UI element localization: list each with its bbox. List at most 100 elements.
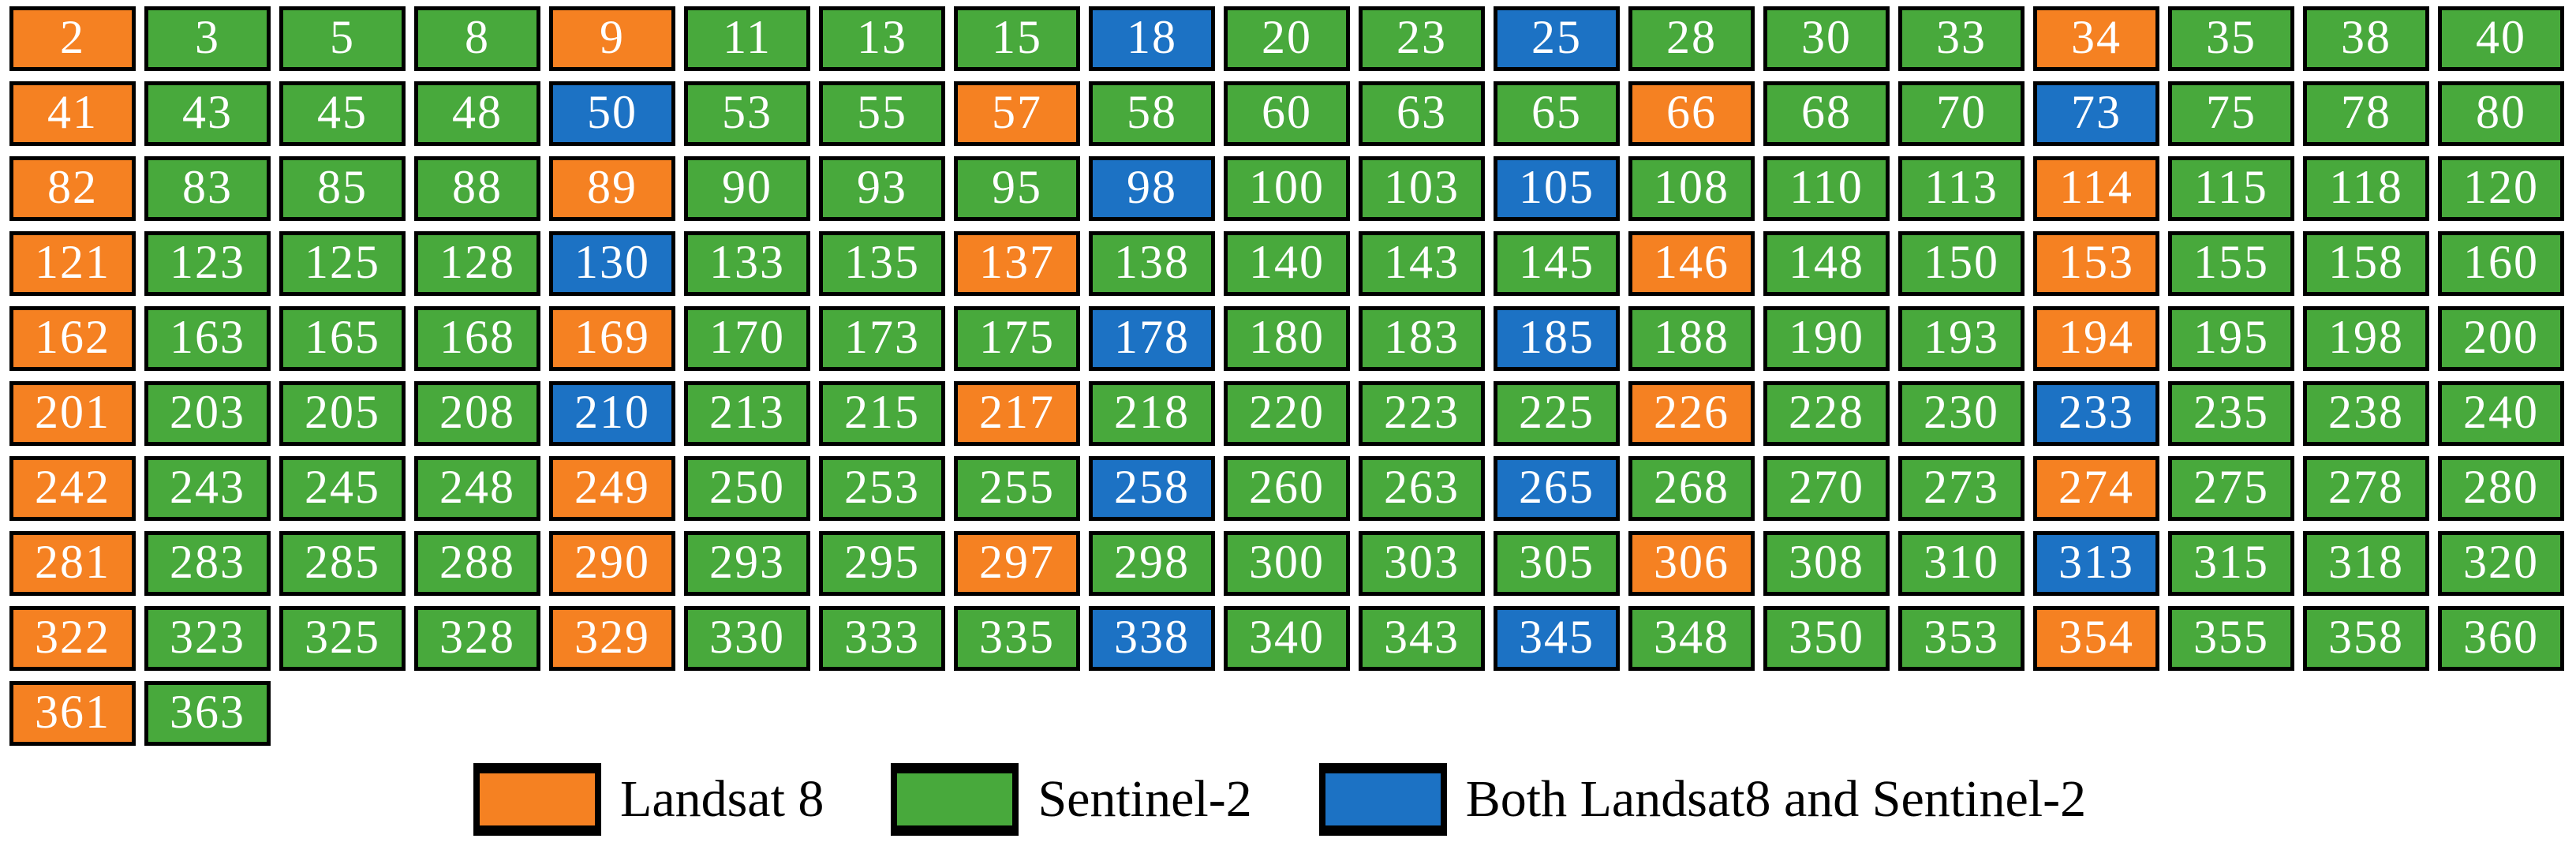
day-cell-217: 217 — [954, 381, 1080, 446]
day-cell-258: 258 — [1089, 456, 1215, 521]
day-cell-89: 89 — [549, 156, 675, 221]
legend-swatch-B — [1318, 763, 1447, 836]
day-cell-140: 140 — [1224, 231, 1350, 296]
day-cell-355: 355 — [2168, 606, 2294, 671]
day-cell-268: 268 — [1628, 456, 1755, 521]
day-cell-40: 40 — [2438, 6, 2564, 71]
day-cell-305: 305 — [1494, 531, 1620, 596]
day-cell-297: 297 — [954, 531, 1080, 596]
day-cell-235: 235 — [2168, 381, 2294, 446]
day-cell-5: 5 — [279, 6, 406, 71]
day-cell-20: 20 — [1224, 6, 1350, 71]
day-cell-100: 100 — [1224, 156, 1350, 221]
day-cell-330: 330 — [684, 606, 810, 671]
day-cell-110: 110 — [1763, 156, 1890, 221]
day-cell-240: 240 — [2438, 381, 2564, 446]
day-cell-253: 253 — [819, 456, 945, 521]
day-cell-275: 275 — [2168, 456, 2294, 521]
day-cell-310: 310 — [1898, 531, 2025, 596]
day-cell-354: 354 — [2033, 606, 2159, 671]
day-cell-138: 138 — [1089, 231, 1215, 296]
day-cell-250: 250 — [684, 456, 810, 521]
day-cell-233: 233 — [2033, 381, 2159, 446]
day-cell-290: 290 — [549, 531, 675, 596]
day-cell-226: 226 — [1628, 381, 1755, 446]
day-cell-223: 223 — [1359, 381, 1485, 446]
grid-row: 121 123 125 128 130 133 135 137 138 140 143 145 146 1… — [9, 231, 2576, 296]
day-cell-248: 248 — [414, 456, 540, 521]
day-cell-263: 263 — [1359, 456, 1485, 521]
day-cell-201: 201 — [9, 381, 136, 446]
grid-row: 242 243 245 248 249 250 253 255 258 260 263 265 268 2… — [9, 456, 2576, 521]
day-cell-273: 273 — [1898, 456, 2025, 521]
day-cell-213: 213 — [684, 381, 810, 446]
day-cell-63: 63 — [1359, 81, 1485, 146]
day-cell-180: 180 — [1224, 306, 1350, 371]
day-cell-318: 318 — [2303, 531, 2429, 596]
day-cell-303: 303 — [1359, 531, 1485, 596]
day-cell-169: 169 — [549, 306, 675, 371]
day-cell-120: 120 — [2438, 156, 2564, 221]
day-cell-9: 9 — [549, 6, 675, 71]
day-cell-68: 68 — [1763, 81, 1890, 146]
day-cell-2: 2 — [9, 6, 136, 71]
day-cell-325: 325 — [279, 606, 406, 671]
day-cell-160: 160 — [2438, 231, 2564, 296]
day-cell-243: 243 — [144, 456, 271, 521]
day-cell-70: 70 — [1898, 81, 2025, 146]
day-cell-168: 168 — [414, 306, 540, 371]
day-cell-82: 82 — [9, 156, 136, 221]
legend-label-L: Landsat 8 — [620, 770, 824, 828]
day-cell-345: 345 — [1494, 606, 1620, 671]
day-cell-329: 329 — [549, 606, 675, 671]
day-cell-57: 57 — [954, 81, 1080, 146]
legend: Landsat 8 Sentinel-2 Both Landsat8 and Sen… — [473, 763, 2576, 836]
day-cell-11: 11 — [684, 6, 810, 71]
day-cell-78: 78 — [2303, 81, 2429, 146]
day-cell-43: 43 — [144, 81, 271, 146]
day-cell-343: 343 — [1359, 606, 1485, 671]
day-cell-255: 255 — [954, 456, 1080, 521]
day-cell-260: 260 — [1224, 456, 1350, 521]
day-cell-338: 338 — [1089, 606, 1215, 671]
day-cell-115: 115 — [2168, 156, 2294, 221]
day-cell-283: 283 — [144, 531, 271, 596]
day-cell-158: 158 — [2303, 231, 2429, 296]
day-cell-280: 280 — [2438, 456, 2564, 521]
day-cell-308: 308 — [1763, 531, 1890, 596]
day-cell-361: 361 — [9, 681, 136, 746]
day-cell-3: 3 — [144, 6, 271, 71]
day-cell-185: 185 — [1494, 306, 1620, 371]
day-cell-363: 363 — [144, 681, 271, 746]
grid-row: 82 83 85 88 89 90 93 95 98 100 103 105 108 110 113 114 1… — [9, 156, 2576, 221]
day-cell-328: 328 — [414, 606, 540, 671]
day-cell-323: 323 — [144, 606, 271, 671]
day-cell-65: 65 — [1494, 81, 1620, 146]
day-cell-23: 23 — [1359, 6, 1485, 71]
day-cell-333: 333 — [819, 606, 945, 671]
grid-row: 322 323 325 328 329 330 333 335 338 340 343 345 348 3… — [9, 606, 2576, 671]
day-cell-30: 30 — [1763, 6, 1890, 71]
day-cell-73: 73 — [2033, 81, 2159, 146]
day-cell-194: 194 — [2033, 306, 2159, 371]
day-cell-358: 358 — [2303, 606, 2429, 671]
legend-swatch-L — [473, 763, 601, 836]
day-cell-198: 198 — [2303, 306, 2429, 371]
day-cell-130: 130 — [549, 231, 675, 296]
day-cell-315: 315 — [2168, 531, 2294, 596]
day-cell-60: 60 — [1224, 81, 1350, 146]
grid-row: 2 3 5 8 9 11 13 15 18 20 23 25 28 30 33 34 35 38 40 — [9, 6, 2576, 71]
day-cell-265: 265 — [1494, 456, 1620, 521]
day-cell-170: 170 — [684, 306, 810, 371]
day-cell-105: 105 — [1494, 156, 1620, 221]
day-cell-93: 93 — [819, 156, 945, 221]
day-cell-98: 98 — [1089, 156, 1215, 221]
grid-row: 41 43 45 48 50 53 55 57 58 60 63 65 66 68 70 73 75 78 80 — [9, 81, 2576, 146]
day-cell-313: 313 — [2033, 531, 2159, 596]
day-cell-183: 183 — [1359, 306, 1485, 371]
day-cell-163: 163 — [144, 306, 271, 371]
day-cell-230: 230 — [1898, 381, 2025, 446]
grid-row: 162 163 165 168 169 170 173 175 178 180 183 185 188 1… — [9, 306, 2576, 371]
day-cell-238: 238 — [2303, 381, 2429, 446]
